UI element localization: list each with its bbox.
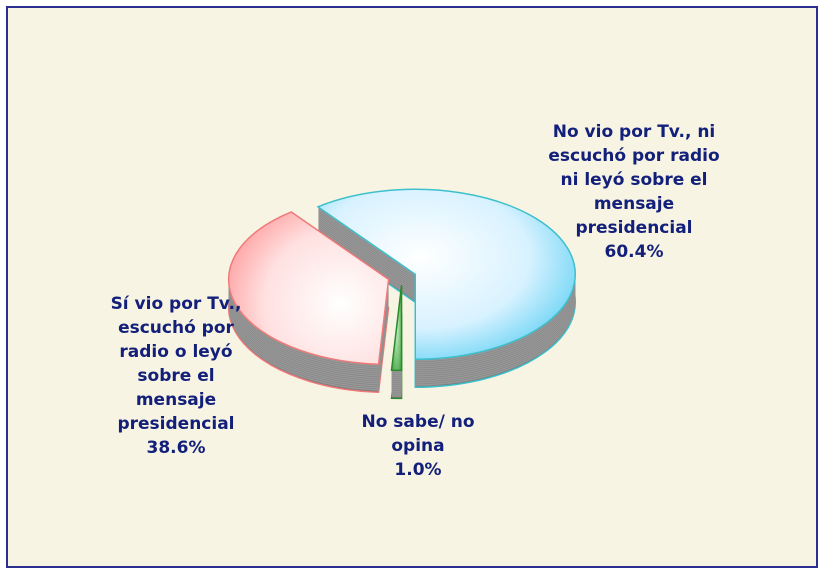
category-label: No vio por Tv., ni escuchó por radio ni …: [548, 122, 720, 238]
chart-frame: No vio por Tv., ni escuchó por radio ni …: [6, 6, 818, 568]
slice-label: No vio por Tv., ni escuchó por radio ni …: [544, 120, 724, 264]
slice-label: Sí vio por Tv., escuchó por radio o leyó…: [96, 292, 256, 460]
slice-label: No sabe/ no opina 1.0%: [338, 410, 498, 482]
category-label: No sabe/ no opina: [361, 412, 475, 456]
slice: [227, 211, 390, 366]
chart: [227, 188, 577, 400]
category-label: Sí vio por Tv., escuchó por radio o leyó…: [110, 294, 242, 434]
slice: [316, 188, 577, 361]
value-label: 38.6%: [146, 438, 206, 458]
value-label: 1.0%: [394, 460, 442, 480]
value-label: 60.4%: [604, 242, 664, 262]
slice: [390, 285, 403, 372]
